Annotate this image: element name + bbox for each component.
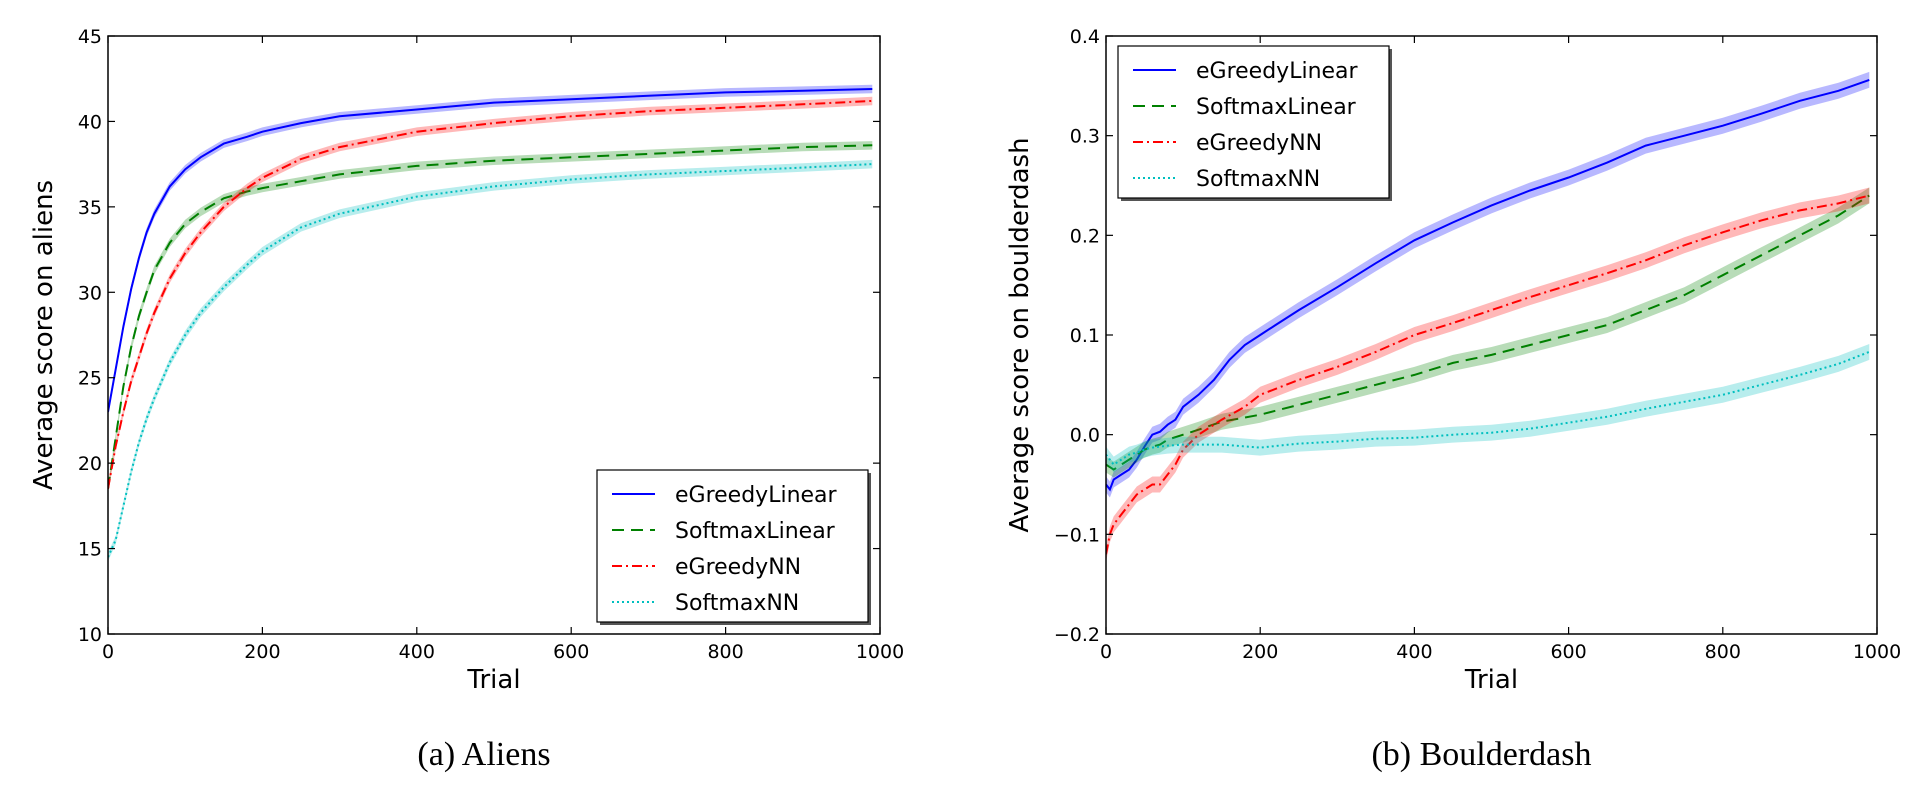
series-line-eGreedyLinear	[108, 88, 873, 413]
y-tick-label: 45	[78, 26, 102, 48]
y-tick-label: 10	[78, 624, 102, 646]
legend-label-eGreedyLinear: eGreedyLinear	[675, 483, 838, 508]
legend-label-SoftmaxNN: SoftmaxNN	[675, 591, 799, 616]
x-tick-label: 1000	[856, 641, 904, 663]
y-tick-label: 25	[78, 368, 102, 390]
y-tick-label: 0.1	[1070, 325, 1100, 347]
series-band-SoftmaxNN	[1106, 344, 1870, 473]
x-tick-label: 0	[102, 641, 114, 663]
y-tick-label: −0.2	[1054, 624, 1100, 646]
legend-box	[1117, 45, 1390, 199]
series-group	[1106, 71, 1870, 563]
x-tick-label: 600	[1550, 641, 1586, 663]
x-tick-label: 600	[553, 641, 589, 663]
x-tick-label: 800	[1705, 641, 1741, 663]
x-axis-label: Trial	[1464, 665, 1518, 695]
panel-aliens: 0 200 400 600 800 1000 10 15 20 25 30 35 40 45 Trial Av…	[29, 26, 904, 773]
x-tick-label: 200	[244, 641, 280, 663]
y-tick-label: 0.0	[1070, 425, 1100, 447]
panel-caption: (a) Aliens	[417, 736, 550, 773]
panel-caption: (b) Boulderdash	[1371, 736, 1591, 773]
series-line-eGreedyNN	[108, 99, 873, 489]
series-line-SoftmaxNN	[108, 163, 873, 558]
legend: eGreedyLinear SoftmaxLinear eGreedyNN Softm…	[1117, 45, 1392, 201]
x-tick-label: 400	[1396, 641, 1432, 663]
y-tick-label: 0.2	[1070, 225, 1100, 247]
legend-label-eGreedyNN: eGreedyNN	[1196, 131, 1322, 156]
x-tick-label: 1000	[1853, 641, 1901, 663]
panel-boulderdash: 0 200 400 600 800 1000 −0.2 −0.1 0.0 0.1 0.2 0.3 0.4…	[1005, 26, 1901, 773]
y-tick-label: 20	[78, 453, 102, 475]
x-tick-label: 400	[399, 641, 435, 663]
series-band-SoftmaxLinear	[108, 141, 873, 493]
x-tick-label: 0	[1100, 641, 1112, 663]
x-axis-label: Trial	[466, 665, 520, 695]
plot-frame	[107, 35, 881, 635]
y-tick-label: −0.1	[1054, 524, 1100, 546]
legend-label-SoftmaxNN: SoftmaxNN	[1196, 167, 1320, 192]
y-tick-label: 30	[78, 282, 102, 304]
x-tick-label: 200	[1242, 641, 1278, 663]
series-group	[108, 84, 873, 562]
series-band-eGreedyNN	[108, 96, 873, 493]
legend: eGreedyLinear SoftmaxLinear eGreedyNN Softm…	[596, 469, 871, 625]
y-tick-label: 15	[78, 539, 102, 561]
series-line-eGreedyNN	[1106, 194, 1870, 555]
series-band-SoftmaxLinear	[1106, 187, 1870, 478]
legend-label-SoftmaxLinear: SoftmaxLinear	[1196, 95, 1357, 120]
y-tick-label: 0.3	[1070, 126, 1100, 148]
legend-label-eGreedyNN: eGreedyNN	[675, 555, 801, 580]
y-axis-label: Average score on aliens	[29, 180, 59, 490]
legend-box	[596, 469, 869, 623]
legend-label-SoftmaxLinear: SoftmaxLinear	[675, 519, 836, 544]
series-line-SoftmaxLinear	[108, 144, 873, 489]
y-tick-label: 40	[78, 111, 102, 133]
y-tick-label: 35	[78, 197, 102, 219]
series-line-SoftmaxLinear	[1106, 194, 1870, 471]
y-tick-label: 0.4	[1070, 26, 1100, 48]
legend-label-eGreedyLinear: eGreedyLinear	[1196, 59, 1359, 84]
series-line-SoftmaxNN	[1106, 350, 1870, 466]
y-axis-label: Average score on boulderdash	[1005, 137, 1035, 532]
series-band-eGreedyLinear	[108, 84, 873, 417]
x-tick-label: 800	[707, 641, 743, 663]
